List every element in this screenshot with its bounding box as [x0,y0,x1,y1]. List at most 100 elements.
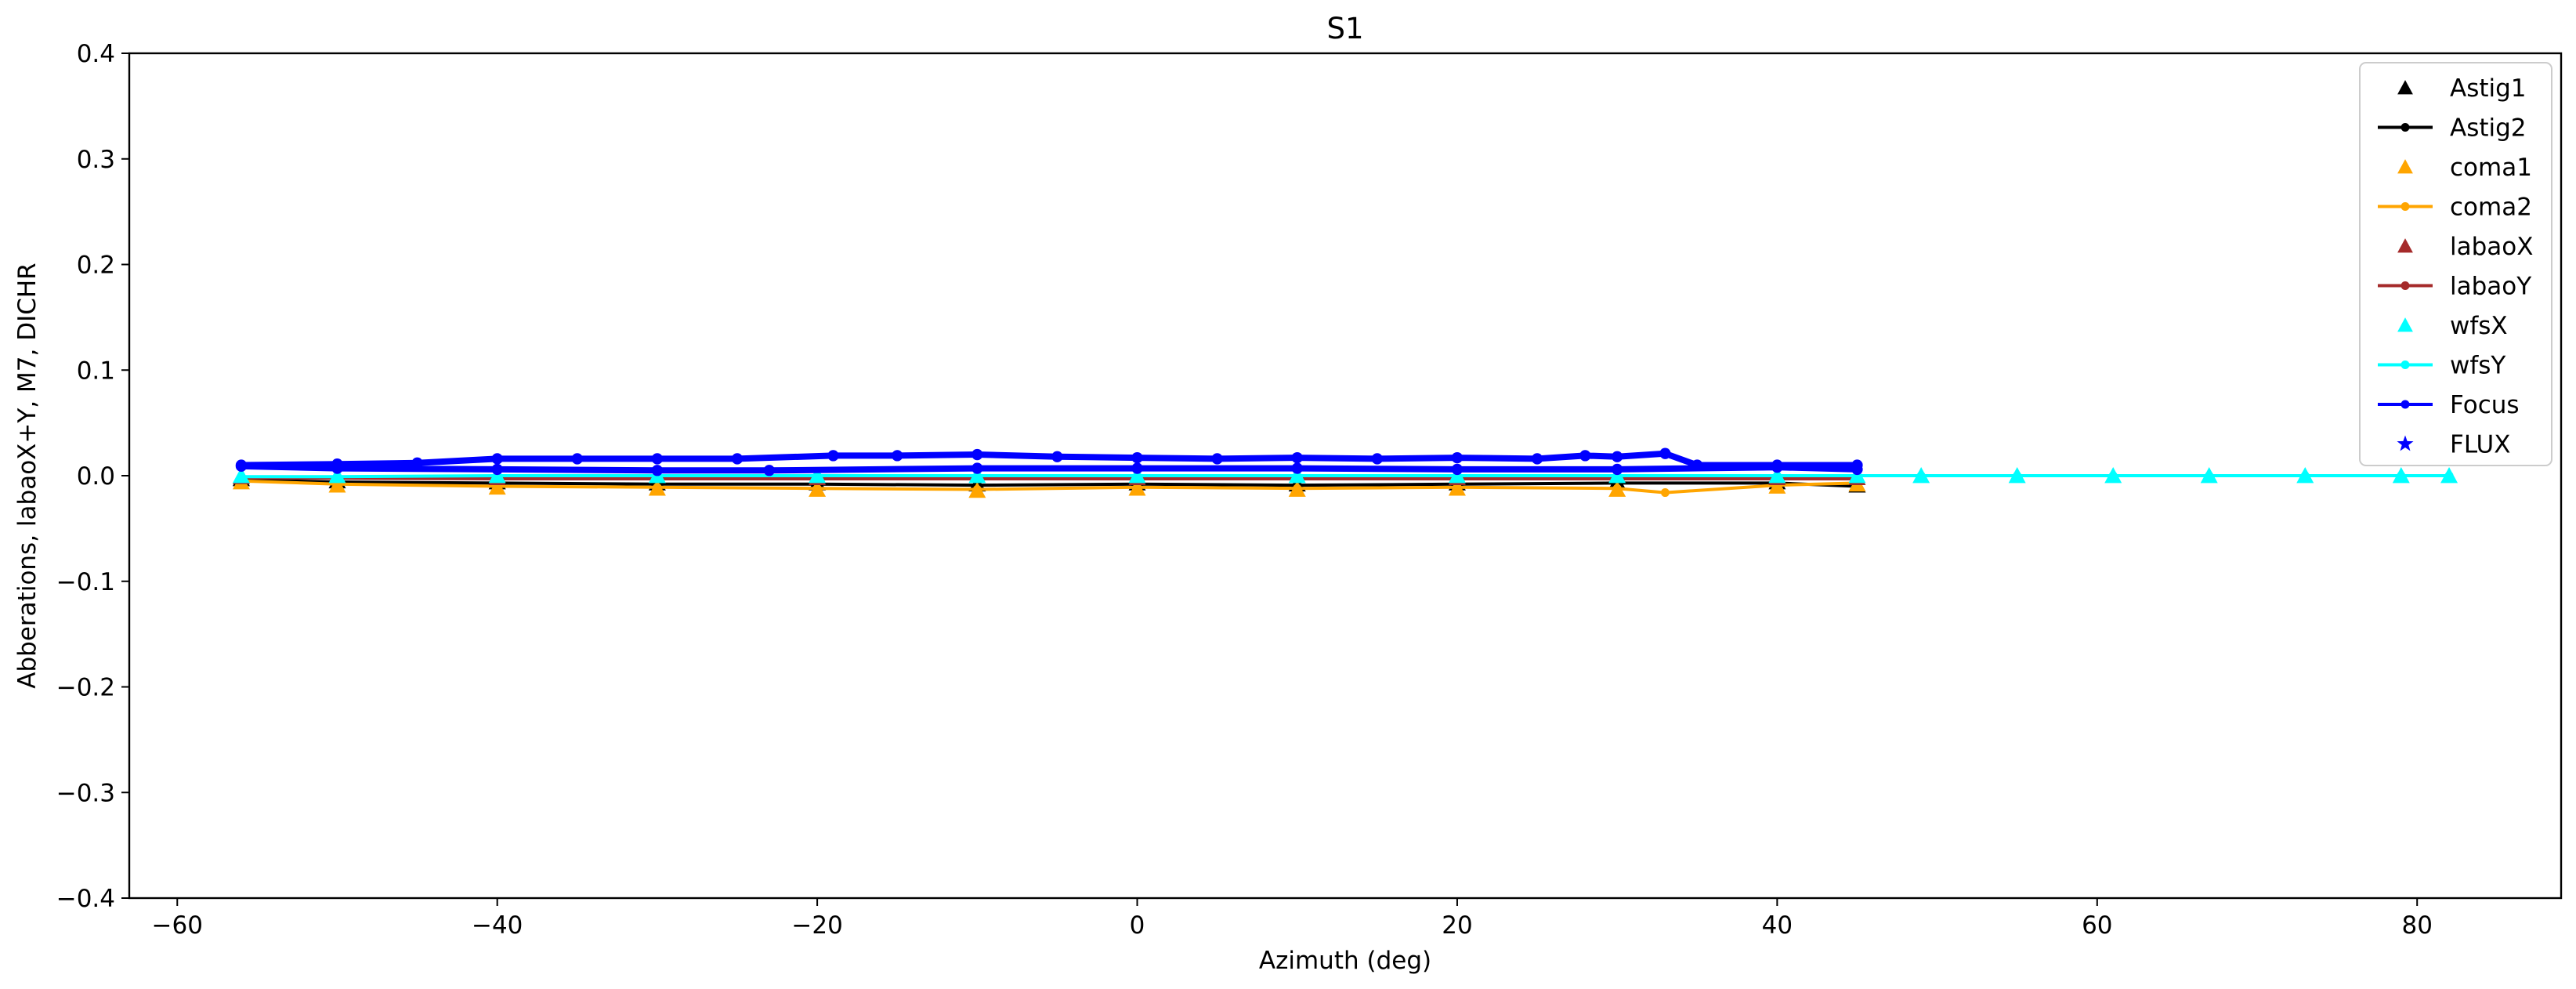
y-axis-label: Abberations, labaoX+Y, M7, DICHR [13,263,42,688]
legend-item-astig2: Astig2 [2378,114,2527,143]
legend-item-focus: Focus [2378,391,2520,419]
data-point-wfsy [1772,471,1782,480]
x-tick-label: 0 [1130,911,1145,940]
legend-marker [2401,123,2410,132]
data-point-focus [971,462,983,474]
data-point-focus [1691,459,1703,471]
data-point-wfsy [2205,471,2214,480]
y-tick-label: 0.2 [77,252,115,280]
x-tick-label: −60 [152,911,203,940]
data-point-focus [1531,453,1543,465]
legend-marker [2397,238,2413,253]
data-point-coma2 [1293,484,1302,493]
legend-item-astig1: Astig1 [2397,74,2527,103]
data-point-wfsy [1293,471,1302,480]
legend-label: labaoX [2450,233,2534,261]
x-tick-label: −40 [472,911,523,940]
x-tick-label: 60 [2082,911,2112,940]
legend-item-labaox: labaoX [2397,233,2534,261]
data-point-coma2 [1612,484,1622,493]
data-point-focus [571,453,583,465]
data-point-focus [1291,462,1303,474]
legend-marker [2401,202,2410,211]
legend-label: Astig2 [2450,114,2527,143]
data-point-focus [1131,462,1143,474]
data-point-focus [491,453,503,465]
x-axis-label: Azimuth (deg) [1259,947,1431,975]
legend-marker [2397,159,2413,174]
legend-marker [2397,317,2413,332]
y-tick-label: −0.4 [56,885,115,913]
y-tick-label: −0.3 [56,779,115,807]
data-point-focus [1612,451,1623,462]
legend-label: Focus [2450,391,2520,419]
data-point-focus [411,457,423,469]
data-point-focus [1051,451,1063,462]
data-point-wfsy [812,471,822,480]
data-point-focus [1659,447,1671,459]
data-point-focus [235,460,248,473]
legend-label: wfsX [2450,312,2508,340]
legend-label: labaoY [2450,273,2531,301]
y-axis: −0.4 −0.3 −0.2 −0.1 0.0 0.1 0.2 0.3 0.4 [56,40,129,913]
data-point-focus [1612,463,1623,476]
data-point-focus [1211,453,1223,465]
x-tick-label: −20 [791,911,842,940]
data-point-focus [1131,451,1143,464]
data-point-focus [651,465,664,476]
legend-item-labaoy: labaoY [2378,273,2531,301]
data-point-focus [971,448,983,461]
legend: Astig1 Astig2 coma1 coma2 labaoX labaoY wfsX wf… [2359,62,2552,466]
legend-marker [2401,281,2410,290]
data-point-focus [763,465,775,476]
legend-label: FLUX [2450,431,2511,459]
y-tick-label: −0.2 [56,674,115,702]
data-point-coma2 [972,485,982,494]
plot-area [128,52,2563,900]
legend-item-coma1: coma1 [2397,154,2532,182]
data-point-focus [1771,462,1783,473]
data-point-focus [1851,463,1863,476]
legend-label: wfsY [2450,352,2505,380]
series-focus [235,447,1863,476]
legend-item-wfsx: wfsX [2397,312,2508,340]
y-tick-label: −0.1 [56,568,115,596]
series-line-astig2 [241,478,1858,488]
chart-title: S1 [1326,12,1363,45]
data-point-coma2 [1133,483,1142,492]
data-point-coma2 [812,484,822,493]
legend-label: coma2 [2450,194,2532,222]
legend-marker [2401,400,2410,409]
series-layer [232,447,2458,498]
y-tick-label: 0.4 [77,40,115,68]
x-axis: −60 −40 −20 0 20 40 60 80 [152,898,2433,940]
y-tick-label: 0.0 [77,462,115,491]
x-tick-label: 40 [1762,911,1793,940]
y-tick-label: 0.3 [77,146,115,174]
data-point-focus [1451,451,1463,464]
data-point-wfsy [2013,471,2022,480]
data-point-wfsy [2300,471,2310,480]
data-point-wfsy [332,472,342,481]
x-tick-label: 20 [1442,911,1472,940]
data-point-wfsy [2108,471,2118,480]
x-tick-label: 80 [2401,911,2432,940]
data-point-focus [491,463,503,476]
data-point-focus [827,450,839,462]
y-tick-label: 0.1 [77,357,115,385]
data-point-coma2 [653,483,662,492]
legend-item-wfsy: wfsY [2378,352,2505,380]
data-point-focus [331,462,343,474]
legend-items: Astig1 Astig2 coma1 coma2 labaoX labaoY wfsX wf… [2378,74,2534,459]
data-point-coma2 [1660,488,1670,498]
legend-label: coma1 [2450,154,2532,182]
legend-marker [2401,360,2410,369]
data-point-wfsy [2397,471,2406,480]
data-point-focus [892,450,903,462]
data-point-focus [731,453,743,465]
data-point-wfsy [972,471,982,480]
legend-marker [2397,80,2413,95]
data-point-focus [1371,453,1383,465]
data-point-wfsy [1133,471,1142,480]
